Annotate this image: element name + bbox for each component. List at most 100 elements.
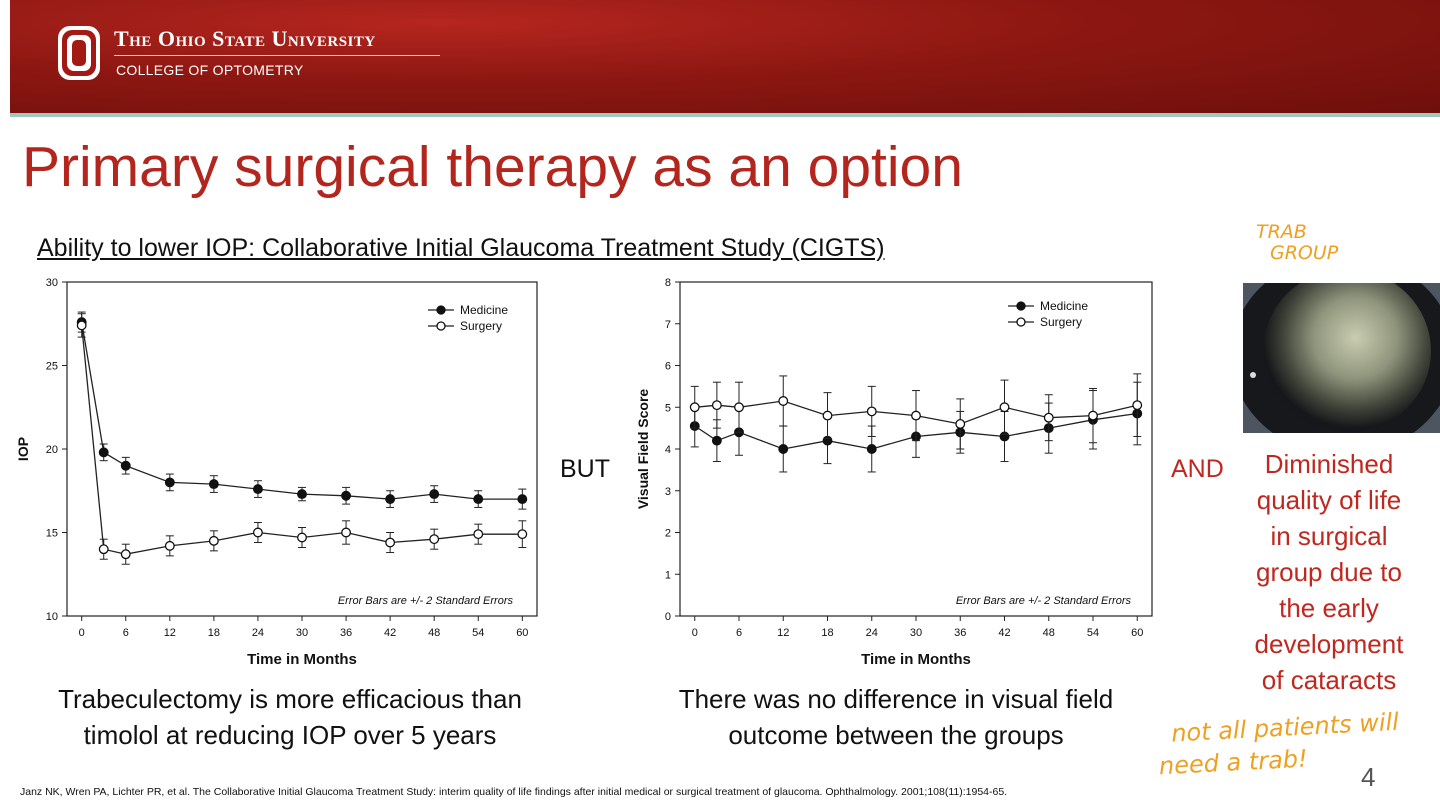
x-axis-label: Time in Months	[861, 651, 971, 668]
data-point-surgery	[711, 400, 722, 411]
data-point-surgery	[1132, 400, 1143, 411]
data-point-surgery	[341, 527, 352, 538]
y-tick-label: 20	[46, 444, 58, 456]
page-number: 4	[1361, 762, 1376, 792]
y-axis-label: IOP	[15, 437, 31, 461]
data-point-surgery	[252, 527, 263, 538]
college-name: COLLEGE OF OPTOMETRY	[116, 62, 304, 78]
data-point-surgery	[76, 320, 87, 331]
x-tick-label: 30	[296, 627, 308, 639]
data-point-medicine	[866, 444, 877, 454]
legend-label-surgery: Surgery	[1040, 315, 1082, 329]
x-tick-label: 0	[79, 627, 85, 639]
x-tick-label: 0	[692, 627, 698, 639]
right-text-line-2: quality of life	[1256, 485, 1402, 515]
x-tick-label: 18	[821, 627, 833, 639]
x-tick-label: 36	[340, 627, 352, 639]
university-underline	[114, 55, 440, 56]
x-tick-label: 24	[866, 627, 878, 639]
header-divider	[10, 113, 1440, 117]
data-point-surgery	[778, 396, 789, 406]
caption-left-line-2: timolol at reducing IOP over 5 years	[83, 720, 497, 750]
data-point-surgery	[473, 529, 484, 540]
data-point-medicine	[252, 484, 263, 495]
right-text-line-6: development	[1254, 629, 1404, 659]
data-point-medicine	[429, 489, 440, 500]
and-label: AND	[1171, 455, 1224, 483]
data-point-medicine	[164, 477, 175, 488]
data-point-surgery	[955, 418, 966, 429]
y-tick-label: 1	[665, 569, 671, 581]
y-tick-label: 2	[665, 528, 671, 540]
y-tick-label: 4	[665, 444, 671, 456]
university-name: The Ohio State University	[114, 26, 376, 51]
header-banner	[10, 0, 1440, 113]
x-tick-label: 6	[123, 627, 129, 639]
data-point-medicine	[297, 489, 307, 500]
data-point-medicine	[385, 494, 396, 505]
x-tick-label: 60	[516, 627, 528, 639]
block-o-logo-icon	[58, 26, 100, 80]
right-text-line-7: of cataracts	[1261, 665, 1397, 695]
visual-field-chart: 0 1 2 3 4 5 6 7 8 0 6 12 18 24 30 36 42 48 54 60 Time in Mon…	[632, 268, 1160, 678]
data-point-medicine	[711, 435, 722, 446]
slide-subtitle: Ability to lower IOP: Collaborative Init…	[37, 234, 885, 262]
data-point-surgery	[429, 534, 440, 545]
x-tick-label: 54	[472, 627, 484, 639]
legend-marker-surgery	[1016, 317, 1026, 327]
legend-marker-medicine	[1016, 301, 1026, 311]
legend-label-medicine: Medicine	[460, 303, 508, 317]
x-axis-label: Time in Months	[247, 651, 357, 668]
iop-chart: 10 15 20 25 30 0 6 12 18 24 30 36 42 48 54 60 Time in Mo…	[14, 268, 544, 678]
series-line-surgery	[81, 325, 523, 555]
x-tick-label: 12	[164, 627, 176, 639]
data-point-medicine	[473, 494, 484, 505]
data-point-surgery	[517, 529, 528, 540]
but-label: BUT	[560, 455, 610, 483]
data-point-medicine	[341, 490, 352, 501]
y-tick-label: 5	[665, 402, 671, 414]
x-tick-label: 36	[954, 627, 966, 639]
x-tick-label: 30	[910, 627, 922, 639]
y-tick-label: 25	[46, 361, 58, 373]
legend-label-medicine: Medicine	[1040, 299, 1088, 313]
data-point-medicine	[517, 494, 528, 505]
data-point-surgery	[208, 535, 219, 546]
x-tick-label: 48	[428, 627, 440, 639]
handwritten-group: GROUP	[1270, 242, 1339, 264]
x-tick-label: 54	[1087, 627, 1099, 639]
handwritten-trab-group: TRAB GROUP	[1256, 222, 1338, 264]
caption-mid-line-2: outcome between the groups	[728, 720, 1064, 750]
caption-left-line-1: Trabeculectomy is more efficacious than	[58, 684, 522, 714]
data-point-surgery	[120, 549, 131, 560]
cataract-eye-photo	[1243, 283, 1440, 433]
data-point-surgery	[164, 540, 175, 551]
data-point-medicine	[120, 460, 131, 471]
caption-mid: There was no difference in visual field …	[628, 681, 1164, 753]
error-bar-note: Error Bars are +/- 2 Standard Errors	[956, 595, 1132, 607]
x-tick-label: 24	[252, 627, 264, 639]
x-tick-label: 60	[1131, 627, 1143, 639]
data-point-surgery	[999, 402, 1010, 413]
series-line-medicine	[81, 321, 523, 500]
y-tick-label: 7	[665, 319, 671, 331]
diminished-quality-text: Diminished quality of life in surgical g…	[1250, 446, 1408, 698]
x-tick-label: 18	[208, 627, 220, 639]
x-tick-label: 48	[1043, 627, 1055, 639]
legend-marker-surgery	[436, 321, 446, 331]
caption-left: Trabeculectomy is more efficacious than …	[10, 681, 570, 753]
x-tick-label: 42	[998, 627, 1010, 639]
right-text-line-3: in surgical	[1270, 521, 1388, 551]
right-text-line-1: Diminished	[1264, 449, 1394, 479]
y-tick-label: 6	[665, 361, 671, 373]
data-point-surgery	[734, 402, 744, 413]
y-tick-label: 10	[46, 611, 58, 623]
citation: Janz NK, Wren PA, Lichter PR, et al. The…	[20, 786, 1008, 798]
y-axis-label: Visual Field Score	[635, 389, 651, 510]
data-point-surgery	[297, 532, 307, 543]
right-text-line-5: the early	[1279, 593, 1379, 623]
data-point-medicine	[778, 444, 789, 454]
data-point-surgery	[866, 406, 877, 417]
error-bar-note: Error Bars are +/- 2 Standard Errors	[338, 595, 514, 607]
data-point-surgery	[1088, 410, 1098, 421]
